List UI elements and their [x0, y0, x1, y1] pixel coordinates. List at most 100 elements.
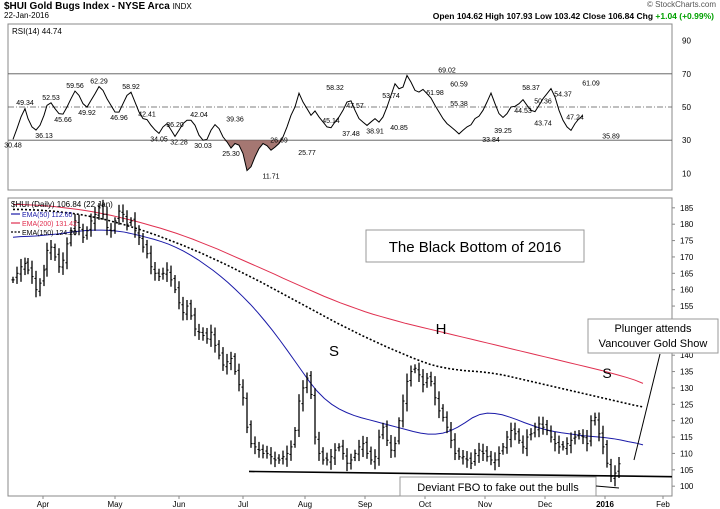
ohlc-bar: [389, 435, 393, 458]
ema-line-1: [13, 204, 644, 384]
open-value: 104.62: [456, 11, 483, 21]
rsi-legend-bg: [10, 26, 76, 36]
ohlc-bar: [181, 296, 185, 321]
ohlc-bar: [465, 451, 469, 468]
ohlc-bar: [401, 394, 405, 428]
ohlc-bar: [137, 225, 141, 246]
ohlc-bar: [261, 444, 265, 459]
ohlc-bar: [357, 439, 361, 462]
legend-entry-0: EMA(50) 112.60: [22, 212, 73, 219]
rsi-value-label: 11.71: [263, 174, 280, 181]
ohlc-bar: [169, 265, 173, 287]
rsi-legend: RSI(14) 44.74: [12, 27, 62, 36]
price-tick-label: 120: [680, 417, 694, 426]
ohlc-bar: [325, 452, 329, 466]
x-tick-label: Jul: [238, 500, 248, 509]
ohlc-bar: [85, 226, 89, 240]
ohlc-bar: [253, 436, 257, 455]
ohlc-bar: [19, 258, 23, 282]
ohlc-bar: [277, 454, 281, 464]
rsi-value-label: 54.37: [554, 92, 572, 99]
ohlc-bar: [565, 437, 569, 455]
ohlc-bar: [149, 245, 153, 275]
credit-text: © StockCharts.com: [646, 0, 716, 9]
rsi-value-label: 35.89: [602, 133, 620, 140]
ohlc-bar: [273, 451, 277, 468]
ohlc-bar: [381, 422, 385, 440]
rsi-value-label: 38.91: [366, 128, 384, 135]
rsi-value-label: 49.34: [16, 100, 34, 107]
ohlc-bar: [337, 443, 341, 452]
ohlc-bar: [525, 429, 529, 457]
ohlc-bar: [201, 327, 205, 341]
ohlc-bar: [97, 203, 101, 220]
ohlc-bar: [26, 258, 30, 275]
ohlc-bar: [289, 440, 293, 461]
ohlc-bar: [121, 204, 125, 223]
ohlc-bar: [605, 440, 609, 468]
ohlc-bar: [409, 365, 413, 387]
price-tick-label: 180: [680, 220, 694, 229]
x-tick-label: Sep: [358, 500, 373, 509]
x-tick-label: Nov: [478, 500, 492, 509]
ohlc-bar: [49, 239, 53, 261]
ohlc-bar: [361, 435, 365, 458]
low-value: 103.42: [554, 11, 581, 21]
ohlc-bar: [11, 276, 15, 284]
ohlc-bar: [53, 243, 57, 261]
close-label: Close: [582, 11, 606, 21]
rsi-value-label: 61.09: [582, 81, 600, 88]
ohlc-bar: [437, 391, 441, 419]
price-tick-label: 185: [680, 204, 694, 213]
price-tick-label: 100: [680, 482, 694, 491]
rsi-tick-label: 10: [682, 169, 691, 178]
ohlc-bar: [153, 261, 157, 281]
ohlc-bar: [15, 266, 19, 284]
ohlc-bar: [61, 252, 65, 275]
ohlc-bar: [509, 422, 513, 448]
rsi-value-label: 40.85: [390, 125, 408, 132]
ohlc-bar: [241, 379, 245, 406]
ohlc-bar: [529, 428, 533, 441]
ohlc-bar: [301, 380, 305, 412]
ohlc-bar: [141, 233, 145, 253]
rsi-value-label: 44.53: [514, 108, 532, 115]
ohlc-bar: [221, 347, 225, 371]
high-value: 107.93: [506, 11, 533, 21]
ohlc-bar: [553, 431, 557, 452]
plunger-box: [587, 318, 719, 354]
rsi-tick-label: 70: [682, 70, 691, 79]
ohlc-bar: [245, 392, 249, 434]
rsi-tick-label: 30: [682, 136, 691, 145]
ohlc-bar: [305, 372, 309, 394]
ohlc-bar: [585, 429, 589, 452]
price-tick-label: 175: [680, 237, 694, 246]
ohlc-bar: [517, 428, 521, 444]
rsi-line: [12, 74, 584, 172]
ohlc-bar: [353, 449, 357, 462]
rsi-value-label: 62.29: [90, 79, 108, 86]
ohlc-bar: [365, 436, 369, 459]
rsi-value-label: 50.36: [534, 98, 552, 105]
rsi-value-label: 43.74: [534, 120, 552, 127]
rsi-value-label: 49.92: [78, 110, 96, 117]
ohlc-bar: [441, 404, 445, 422]
rsi-value-label: 58.32: [326, 85, 344, 92]
price-tick-label: 130: [680, 384, 694, 393]
rsi-value-label: 45.14: [322, 118, 340, 125]
ohlc-bar: [393, 436, 397, 458]
rsi-value-label: 33.84: [482, 137, 500, 144]
price-tick-label: 115: [680, 433, 693, 442]
price-tick-label: 110: [680, 449, 693, 458]
ohlc-bar: [77, 214, 81, 236]
ohlc-bar: [193, 307, 197, 337]
rsi-value-label: 39.36: [226, 117, 244, 124]
ohlc-bar: [521, 435, 525, 454]
ohlc-bar: [165, 262, 169, 282]
ohlc-bar: [505, 430, 509, 454]
x-tick-label: Aug: [298, 500, 312, 509]
ohlc-bar: [249, 420, 253, 448]
ohlc-bar: [541, 416, 545, 435]
title-text: $HUI Gold Bugs Index - NYSE Arca: [4, 1, 170, 12]
